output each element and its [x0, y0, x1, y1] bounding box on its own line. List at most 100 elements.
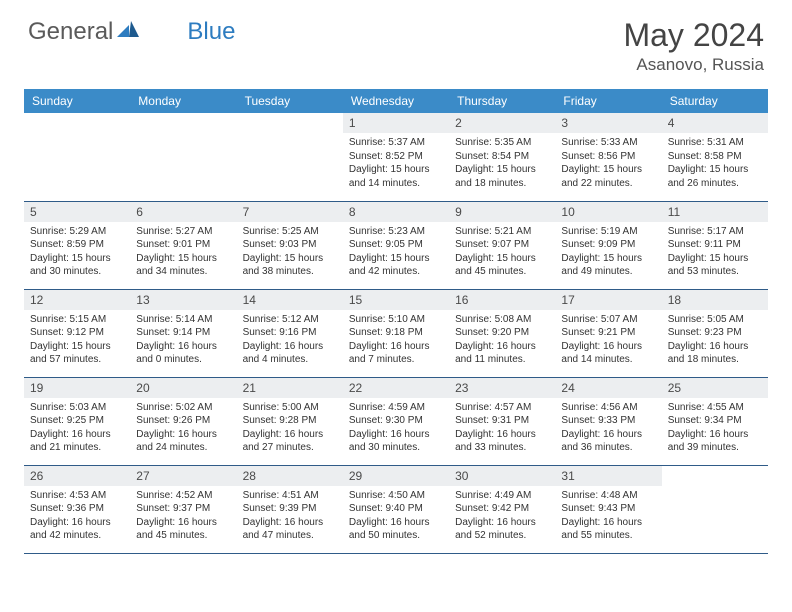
daylight-text-1: Daylight: 16 hours: [349, 428, 443, 442]
sunrise-text: Sunrise: 5:05 AM: [668, 313, 762, 327]
calendar-day-cell: 14Sunrise: 5:12 AMSunset: 9:16 PMDayligh…: [237, 289, 343, 377]
day-details: Sunrise: 4:53 AMSunset: 9:36 PMDaylight:…: [24, 486, 130, 547]
sunset-text: Sunset: 9:40 PM: [349, 502, 443, 516]
day-details: Sunrise: 5:15 AMSunset: 9:12 PMDaylight:…: [24, 310, 130, 371]
day-number: 3: [555, 113, 661, 133]
calendar-week-row: 26Sunrise: 4:53 AMSunset: 9:36 PMDayligh…: [24, 465, 768, 553]
daylight-text-2: and 52 minutes.: [455, 529, 549, 543]
day-number: 30: [449, 466, 555, 486]
sunset-text: Sunset: 8:54 PM: [455, 150, 549, 164]
sunrise-text: Sunrise: 4:53 AM: [30, 489, 124, 503]
day-number: 27: [130, 466, 236, 486]
day-number: 19: [24, 378, 130, 398]
day-details: Sunrise: 5:17 AMSunset: 9:11 PMDaylight:…: [662, 222, 768, 283]
sunset-text: Sunset: 9:39 PM: [243, 502, 337, 516]
daylight-text-1: Daylight: 16 hours: [455, 340, 549, 354]
sunrise-text: Sunrise: 4:49 AM: [455, 489, 549, 503]
month-title: May 2024: [623, 18, 764, 53]
calendar-day-cell: 26Sunrise: 4:53 AMSunset: 9:36 PMDayligh…: [24, 465, 130, 553]
day-details: Sunrise: 4:56 AMSunset: 9:33 PMDaylight:…: [555, 398, 661, 459]
daylight-text-1: Daylight: 15 hours: [243, 252, 337, 266]
day-details: Sunrise: 5:35 AMSunset: 8:54 PMDaylight:…: [449, 133, 555, 194]
day-details: Sunrise: 5:14 AMSunset: 9:14 PMDaylight:…: [130, 310, 236, 371]
calendar-day-cell: 3Sunrise: 5:33 AMSunset: 8:56 PMDaylight…: [555, 113, 661, 201]
daylight-text-2: and 18 minutes.: [455, 177, 549, 191]
sunset-text: Sunset: 9:34 PM: [668, 414, 762, 428]
day-number: 25: [662, 378, 768, 398]
day-details: Sunrise: 5:05 AMSunset: 9:23 PMDaylight:…: [662, 310, 768, 371]
daylight-text-2: and 45 minutes.: [455, 265, 549, 279]
sunrise-text: Sunrise: 5:14 AM: [136, 313, 230, 327]
day-number: 24: [555, 378, 661, 398]
calendar-day-cell: 9Sunrise: 5:21 AMSunset: 9:07 PMDaylight…: [449, 201, 555, 289]
day-details: Sunrise: 5:21 AMSunset: 9:07 PMDaylight:…: [449, 222, 555, 283]
calendar-day-cell: 31Sunrise: 4:48 AMSunset: 9:43 PMDayligh…: [555, 465, 661, 553]
sunset-text: Sunset: 8:52 PM: [349, 150, 443, 164]
sunrise-text: Sunrise: 5:23 AM: [349, 225, 443, 239]
day-number: 29: [343, 466, 449, 486]
weekday-header: Tuesday: [237, 89, 343, 113]
daylight-text-2: and 14 minutes.: [349, 177, 443, 191]
day-number: 4: [662, 113, 768, 133]
daylight-text-2: and 45 minutes.: [136, 529, 230, 543]
daylight-text-2: and 27 minutes.: [243, 441, 337, 455]
daylight-text-1: Daylight: 16 hours: [561, 428, 655, 442]
sunset-text: Sunset: 9:11 PM: [668, 238, 762, 252]
calendar-day-cell: 7Sunrise: 5:25 AMSunset: 9:03 PMDaylight…: [237, 201, 343, 289]
day-number: 14: [237, 290, 343, 310]
day-details: Sunrise: 4:57 AMSunset: 9:31 PMDaylight:…: [449, 398, 555, 459]
calendar-day-cell: 12Sunrise: 5:15 AMSunset: 9:12 PMDayligh…: [24, 289, 130, 377]
sunset-text: Sunset: 9:23 PM: [668, 326, 762, 340]
brand-logo: General Blue: [28, 18, 235, 46]
daylight-text-1: Daylight: 15 hours: [136, 252, 230, 266]
calendar-day-cell: 4Sunrise: 5:31 AMSunset: 8:58 PMDaylight…: [662, 113, 768, 201]
brand-part1: General: [28, 18, 113, 46]
daylight-text-1: Daylight: 15 hours: [349, 163, 443, 177]
daylight-text-1: Daylight: 15 hours: [561, 163, 655, 177]
daylight-text-1: Daylight: 16 hours: [30, 428, 124, 442]
calendar-day-cell: 18Sunrise: 5:05 AMSunset: 9:23 PMDayligh…: [662, 289, 768, 377]
calendar-day-cell: 6Sunrise: 5:27 AMSunset: 9:01 PMDaylight…: [130, 201, 236, 289]
daylight-text-2: and 18 minutes.: [668, 353, 762, 367]
daylight-text-1: Daylight: 16 hours: [668, 340, 762, 354]
weekday-header: Saturday: [662, 89, 768, 113]
daylight-text-2: and 11 minutes.: [455, 353, 549, 367]
sunset-text: Sunset: 9:12 PM: [30, 326, 124, 340]
day-details: Sunrise: 5:31 AMSunset: 8:58 PMDaylight:…: [662, 133, 768, 194]
sunrise-text: Sunrise: 5:17 AM: [668, 225, 762, 239]
sunrise-text: Sunrise: 4:57 AM: [455, 401, 549, 415]
day-number: 31: [555, 466, 661, 486]
day-number: 20: [130, 378, 236, 398]
sunset-text: Sunset: 9:16 PM: [243, 326, 337, 340]
sunset-text: Sunset: 8:56 PM: [561, 150, 655, 164]
daylight-text-1: Daylight: 16 hours: [668, 428, 762, 442]
sunrise-text: Sunrise: 5:29 AM: [30, 225, 124, 239]
day-number: 17: [555, 290, 661, 310]
sunset-text: Sunset: 9:42 PM: [455, 502, 549, 516]
calendar-day-cell: ..: [237, 113, 343, 201]
daylight-text-2: and 21 minutes.: [30, 441, 124, 455]
calendar-day-cell: 13Sunrise: 5:14 AMSunset: 9:14 PMDayligh…: [130, 289, 236, 377]
sunrise-text: Sunrise: 4:51 AM: [243, 489, 337, 503]
weekday-header: Friday: [555, 89, 661, 113]
day-number: 9: [449, 202, 555, 222]
sunset-text: Sunset: 9:30 PM: [349, 414, 443, 428]
day-number: 7: [237, 202, 343, 222]
day-details: Sunrise: 5:33 AMSunset: 8:56 PMDaylight:…: [555, 133, 661, 194]
day-details: Sunrise: 4:52 AMSunset: 9:37 PMDaylight:…: [130, 486, 236, 547]
daylight-text-1: Daylight: 15 hours: [668, 163, 762, 177]
sunset-text: Sunset: 9:20 PM: [455, 326, 549, 340]
daylight-text-2: and 30 minutes.: [349, 441, 443, 455]
day-details: Sunrise: 5:02 AMSunset: 9:26 PMDaylight:…: [130, 398, 236, 459]
calendar-day-cell: 25Sunrise: 4:55 AMSunset: 9:34 PMDayligh…: [662, 377, 768, 465]
day-number: 28: [237, 466, 343, 486]
daylight-text-1: Daylight: 16 hours: [561, 340, 655, 354]
calendar-day-cell: 8Sunrise: 5:23 AMSunset: 9:05 PMDaylight…: [343, 201, 449, 289]
daylight-text-2: and 14 minutes.: [561, 353, 655, 367]
daylight-text-1: Daylight: 15 hours: [561, 252, 655, 266]
calendar-body: ......1Sunrise: 5:37 AMSunset: 8:52 PMDa…: [24, 113, 768, 553]
day-number: 6: [130, 202, 236, 222]
calendar-day-cell: 5Sunrise: 5:29 AMSunset: 8:59 PMDaylight…: [24, 201, 130, 289]
calendar-day-cell: 23Sunrise: 4:57 AMSunset: 9:31 PMDayligh…: [449, 377, 555, 465]
day-details: Sunrise: 5:27 AMSunset: 9:01 PMDaylight:…: [130, 222, 236, 283]
